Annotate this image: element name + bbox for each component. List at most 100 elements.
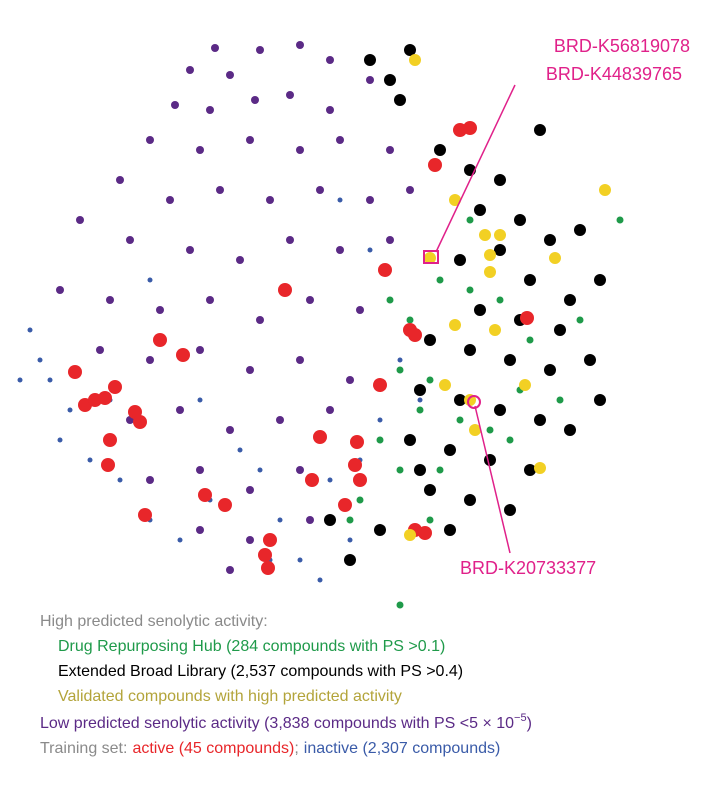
point: [336, 246, 344, 254]
point: [436, 466, 444, 474]
point: [17, 377, 23, 383]
point: [297, 557, 303, 563]
point: [396, 601, 404, 609]
point: [506, 436, 514, 444]
point: [98, 391, 112, 405]
point: [364, 54, 376, 66]
point: [534, 462, 546, 474]
point: [327, 477, 333, 483]
legend-entry: Training set: active (45 compounds); inact…: [40, 740, 500, 757]
point: [394, 94, 406, 106]
legend-heading: High predicted senolytic activity:: [40, 613, 268, 630]
point: [246, 536, 254, 544]
point: [484, 454, 496, 466]
point: [146, 476, 154, 484]
point: [464, 494, 476, 506]
point: [47, 377, 53, 383]
point: [196, 466, 204, 474]
point: [366, 76, 374, 84]
point: [196, 526, 204, 534]
point: [504, 504, 516, 516]
legend-separator: ;: [294, 740, 298, 757]
point: [576, 316, 584, 324]
point: [353, 473, 367, 487]
point: [377, 417, 383, 423]
point: [444, 444, 456, 456]
point: [146, 356, 154, 364]
point: [439, 379, 451, 391]
point: [324, 514, 336, 526]
point: [286, 91, 294, 99]
point: [177, 537, 183, 543]
point: [37, 357, 43, 363]
point: [296, 356, 304, 364]
point: [524, 464, 536, 476]
point: [486, 426, 494, 434]
point: [426, 376, 434, 384]
point: [594, 274, 606, 286]
point: [326, 56, 334, 64]
point: [198, 488, 212, 502]
point: [544, 234, 556, 246]
point: [434, 144, 446, 156]
legend-entry: Drug Repurposing Hub (284 compounds with…: [58, 638, 445, 655]
point: [166, 196, 174, 204]
point: [296, 466, 304, 474]
point: [404, 529, 416, 541]
point: [469, 424, 481, 436]
point: [176, 406, 184, 414]
legend-entry: Validated compounds with high predicted …: [58, 688, 402, 705]
point: [196, 146, 204, 154]
point: [116, 176, 124, 184]
point: [524, 274, 536, 286]
point: [277, 517, 283, 523]
point: [237, 447, 243, 453]
point: [374, 524, 386, 536]
point: [106, 296, 114, 304]
point: [246, 486, 254, 494]
point: [186, 66, 194, 74]
point: [186, 246, 194, 254]
legend-text: inactive (2,307 compounds): [304, 740, 501, 757]
legend-text: Low predicted senolytic activity (3,838 …: [40, 715, 514, 732]
point: [417, 397, 423, 403]
point: [494, 244, 506, 256]
point: [436, 276, 444, 284]
point: [409, 54, 421, 66]
point: [404, 44, 416, 56]
legend: High predicted senolytic activity: Drug …: [40, 613, 532, 757]
highlight-circle: [467, 395, 481, 409]
point: [424, 484, 436, 496]
point: [278, 283, 292, 297]
point: [263, 533, 277, 547]
leader-line: [435, 84, 516, 253]
point: [103, 433, 117, 447]
point: [463, 121, 477, 135]
point: [396, 366, 404, 374]
point: [456, 416, 464, 424]
point: [356, 496, 364, 504]
point: [574, 224, 586, 236]
point: [226, 426, 234, 434]
legend-label: Training set:: [40, 740, 127, 757]
point: [251, 96, 259, 104]
point: [257, 467, 263, 473]
point: [296, 41, 304, 49]
point: [246, 136, 254, 144]
point: [197, 397, 203, 403]
point: [296, 146, 304, 154]
annotation: BRD-K44839765: [546, 64, 682, 84]
point: [519, 379, 531, 391]
point: [386, 296, 394, 304]
point: [261, 561, 275, 575]
annotation: BRD-K20733377: [460, 558, 596, 578]
point: [68, 365, 82, 379]
point: [484, 266, 496, 278]
point: [376, 436, 384, 444]
point: [494, 404, 506, 416]
point: [514, 214, 526, 226]
point: [366, 196, 374, 204]
point: [554, 324, 566, 336]
point: [226, 566, 234, 574]
